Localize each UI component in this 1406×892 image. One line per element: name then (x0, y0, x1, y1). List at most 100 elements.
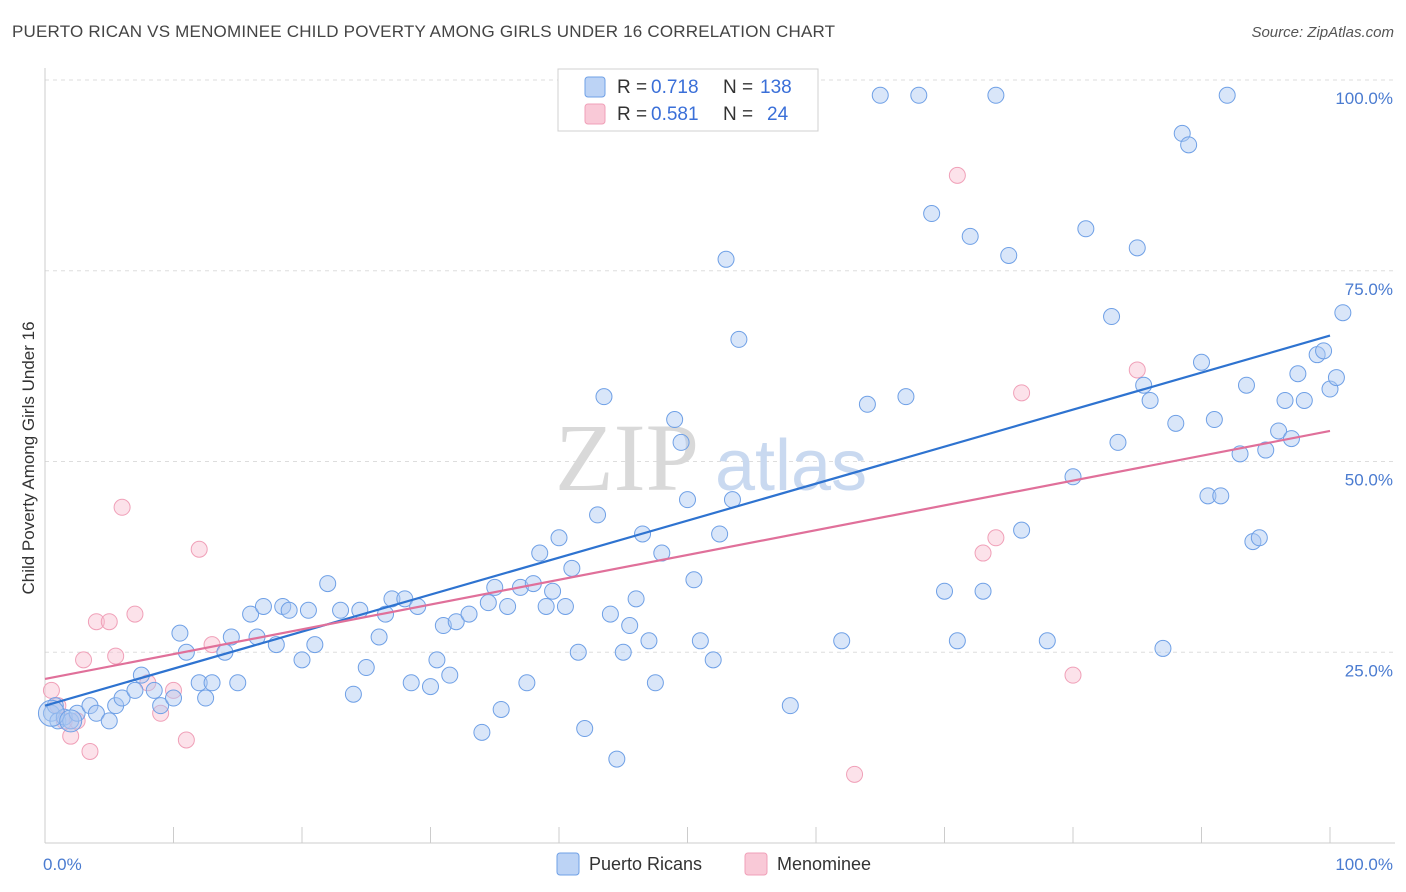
menominee-point (190, 540, 208, 558)
legend-r-label-1: R = (617, 77, 647, 98)
puerto-rican-point (254, 597, 272, 615)
menominee-point (126, 605, 144, 623)
bottom-legend: Puerto Ricans Menominee (556, 852, 871, 876)
puerto-rican-point (126, 681, 144, 699)
puerto-rican-point (621, 617, 639, 635)
y-tick-label: 50.0% (1345, 471, 1393, 490)
puerto-rican-point (1109, 433, 1127, 451)
puerto-rican-point (1141, 391, 1159, 409)
legend-n-value-1: 138 (760, 77, 792, 98)
puerto-rican-point (1205, 411, 1223, 429)
puerto-rican-point (537, 597, 555, 615)
puerto-rican-point (569, 643, 587, 661)
menominee-point (1128, 361, 1146, 379)
puerto-rican-point (1212, 487, 1230, 505)
bottom-legend-swatch-menominee (744, 852, 768, 876)
puerto-rican-point (730, 330, 748, 348)
puerto-rican-point (1038, 632, 1056, 650)
puerto-rican-point (679, 491, 696, 509)
puerto-rican-point (531, 544, 549, 562)
menominee-point (81, 742, 99, 760)
puerto-rican-point (974, 582, 992, 600)
puerto-rican-point (171, 624, 189, 642)
puerto-rican-point (332, 601, 350, 619)
bottom-legend-swatch-puerto-ricans (556, 852, 580, 876)
puerto-rican-point (473, 723, 491, 741)
puerto-rican-point (1315, 342, 1333, 360)
puerto-rican-point (897, 388, 915, 406)
puerto-rican-point (563, 559, 581, 577)
puerto-rican-point (1103, 308, 1121, 326)
puerto-rican-point (556, 597, 574, 615)
menominee-point (1064, 666, 1082, 684)
menominee-point (177, 731, 195, 749)
legend-swatch-menominee (584, 103, 606, 125)
tick-labels: 25.0% 50.0% 75.0% 100.0% 0.0% 100.0% (43, 89, 1393, 874)
puerto-rican-point (492, 700, 510, 718)
legend-r-label-2: R = (617, 104, 647, 125)
puerto-rican-point (833, 632, 851, 650)
puerto-rican-point (1218, 86, 1236, 104)
puerto-rican-point (434, 617, 452, 635)
puerto-rican-point (589, 506, 607, 524)
legend-r-value-2: 0.581 (651, 104, 699, 125)
puerto-rican-point (447, 613, 465, 631)
y-axis-title: Child Poverty Among Girls Under 16 (19, 321, 38, 594)
puerto-rican-point (319, 575, 337, 593)
legend-n-value-2: 24 (767, 104, 789, 125)
puerto-rican-point (627, 590, 645, 608)
puerto-rican-point (1167, 414, 1185, 432)
puerto-rican-point (1180, 136, 1198, 154)
puerto-rican-point (640, 632, 658, 650)
menominee-point (846, 765, 864, 783)
menominee-point (987, 529, 1005, 547)
puerto-rican-point (608, 750, 626, 768)
watermark-atlas: atlas (715, 426, 867, 506)
puerto-rican-point (460, 605, 478, 623)
y-tick-label: 75.0% (1345, 280, 1393, 299)
puerto-rican-point (222, 628, 240, 646)
puerto-rican-point (203, 674, 221, 692)
puerto-rican-point (100, 712, 118, 730)
puerto-rican-point (550, 529, 568, 547)
puerto-rican-point (152, 697, 170, 715)
puerto-rican-point (299, 601, 317, 619)
watermark-zip: ZIP (555, 404, 699, 511)
puerto-rican-point (1237, 376, 1255, 394)
puerto-rican-point (190, 674, 208, 692)
x-tick-label: 0.0% (43, 855, 82, 874)
menominee-point (75, 651, 93, 669)
legend-swatch-puerto-ricans (584, 76, 606, 98)
bottom-legend-menominee: Menominee (777, 854, 871, 874)
puerto-rican-point (653, 544, 671, 562)
puerto-rican-point (576, 720, 594, 738)
y-tick-label: 100.0% (1335, 89, 1393, 108)
puerto-rican-point (242, 605, 260, 623)
puerto-rican-point (704, 651, 722, 669)
puerto-rican-point (1327, 369, 1345, 387)
legend-n-label-1: N = (723, 77, 753, 98)
puerto-rican-point (948, 632, 966, 650)
puerto-rican-point (1128, 239, 1146, 257)
puerto-rican-point (344, 685, 362, 703)
puerto-rican-point (936, 582, 953, 600)
chart-title: PUERTO RICAN VS MENOMINEE CHILD POVERTY … (12, 22, 836, 41)
source-label: Source: ZipAtlas.com (1251, 24, 1394, 41)
puerto-rican-point (1077, 220, 1095, 238)
trend-lines (44, 334, 1331, 707)
menominee-trend-line (44, 429, 1331, 681)
puerto-rican-point (1276, 391, 1294, 409)
puerto-rican-point (646, 674, 664, 692)
puerto-rican-point (357, 659, 375, 677)
puerto-rican-point (293, 651, 311, 669)
menominee-point (100, 613, 118, 631)
puerto-rican-point (197, 689, 215, 707)
puerto-rican-point (1154, 639, 1172, 657)
puerto-rican-point (518, 674, 536, 692)
puerto-rican-point (544, 582, 562, 600)
puerto-rican-point (1334, 304, 1352, 322)
x-tick-label: 100.0% (1335, 855, 1393, 874)
menominee-point (87, 613, 105, 631)
puerto-rican-point (685, 571, 703, 589)
